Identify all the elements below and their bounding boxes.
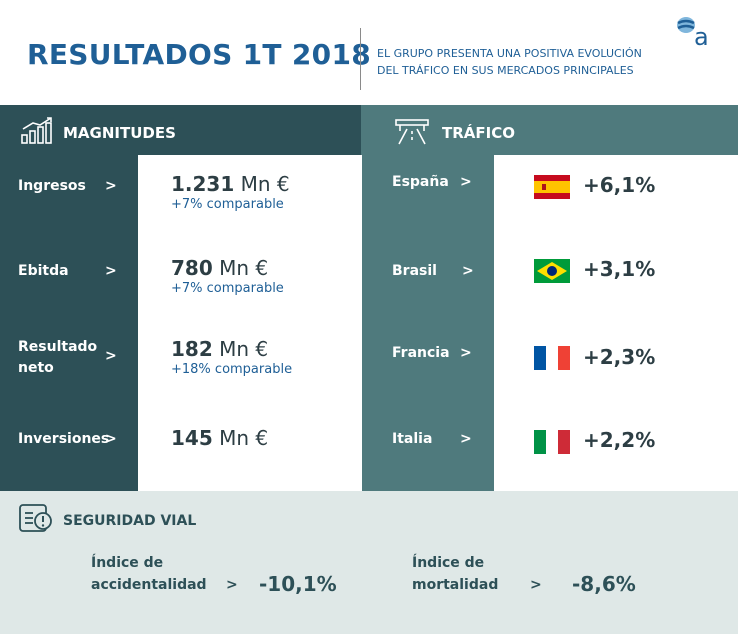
- trafico-pct-italia: +2,2%: [583, 428, 656, 452]
- magnitude-value-ingresos: 1.231 Mn €: [171, 172, 290, 196]
- spain-flag-icon: [534, 175, 570, 199]
- magnitude-value-resultado-neto: 182 Mn €: [171, 337, 269, 361]
- magnitude-value-ebitda: 780 Mn €: [171, 256, 269, 280]
- magnitude-label-ebitda: Ebitda: [18, 263, 69, 279]
- seguridad-arrow: >: [226, 577, 238, 593]
- magnitude-sub-ingresos: +7% comparable: [171, 197, 284, 212]
- company-logo-icon: a: [677, 17, 709, 48]
- trafico-heading: TRÁFICO: [442, 124, 515, 142]
- magnitudes-heading: MAGNITUDES: [63, 124, 176, 142]
- magnitudes-header: MAGNITUDES: [0, 105, 361, 155]
- magnitude-value-inversiones: 145 Mn €: [171, 426, 269, 450]
- indice-mortalidad-value: -8,6%: [572, 572, 636, 596]
- header-divider: [360, 28, 361, 90]
- trafico-country-francia: Francia: [392, 345, 450, 361]
- magnitude-label-ingresos: Ingresos: [18, 178, 86, 194]
- magnitudes-label-column: [0, 155, 138, 491]
- trafico-arrow: >: [462, 263, 474, 279]
- magnitude-sub-resultado-neto: +18% comparable: [171, 362, 293, 377]
- logo-letter: a: [694, 23, 709, 48]
- magnitude-arrow: >: [105, 178, 117, 194]
- trafico-country-brasil: Brasil: [392, 263, 437, 279]
- subtitle-line-1: EL GRUPO PRESENTA UNA POSITIVA EVOLUCIÓN: [377, 47, 642, 60]
- brazil-flag-icon: [534, 259, 570, 283]
- france-flag-icon: [534, 346, 570, 370]
- magnitude-arrow: >: [105, 348, 117, 364]
- page-title: RESULTADOS 1T 2018: [27, 38, 372, 71]
- header: RESULTADOS 1T 2018 EL GRUPO PRESENTA UNA…: [0, 0, 738, 105]
- magnitude-sub-ebitda: +7% comparable: [171, 281, 284, 296]
- seguridad-vial-section: [0, 491, 738, 634]
- magnitude-label-resultado-neto: Resultado neto: [18, 339, 98, 376]
- trafico-country-espana: España: [392, 174, 449, 190]
- page-subtitle: EL GRUPO PRESENTA UNA POSITIVA EVOLUCIÓN…: [377, 45, 642, 79]
- road-safety-icon: [19, 504, 52, 532]
- indice-accidentalidad-value: -10,1%: [259, 572, 337, 596]
- trafico-pct-francia: +2,3%: [583, 345, 656, 369]
- trafico-arrow: >: [460, 174, 472, 190]
- seguridad-heading: SEGURIDAD VIAL: [63, 513, 197, 529]
- trafico-country-italia: Italia: [392, 431, 433, 447]
- trafico-header: TRÁFICO: [361, 105, 738, 155]
- bar-chart-icon: [21, 117, 52, 144]
- trafico-arrow: >: [460, 431, 472, 447]
- highway-icon: [395, 119, 429, 145]
- trafico-arrow: >: [460, 345, 472, 361]
- magnitudes-value-column: [138, 155, 362, 491]
- indice-accidentalidad-label: Índice de accidentalidad: [91, 555, 207, 593]
- trafico-pct-espana: +6,1%: [583, 173, 656, 197]
- trafico-pct-brasil: +3,1%: [583, 257, 656, 281]
- indice-mortalidad-label: Índice de mortalidad: [412, 555, 499, 593]
- magnitude-arrow: >: [105, 431, 117, 447]
- magnitude-label-inversiones: Inversiones: [18, 431, 110, 447]
- trafico-label-column: [362, 155, 494, 491]
- seguridad-arrow: >: [530, 577, 542, 593]
- italy-flag-icon: [534, 430, 570, 454]
- subtitle-line-2: DEL TRÁFICO EN SUS MERCADOS PRINCIPALES: [377, 64, 634, 77]
- magnitude-arrow: >: [105, 263, 117, 279]
